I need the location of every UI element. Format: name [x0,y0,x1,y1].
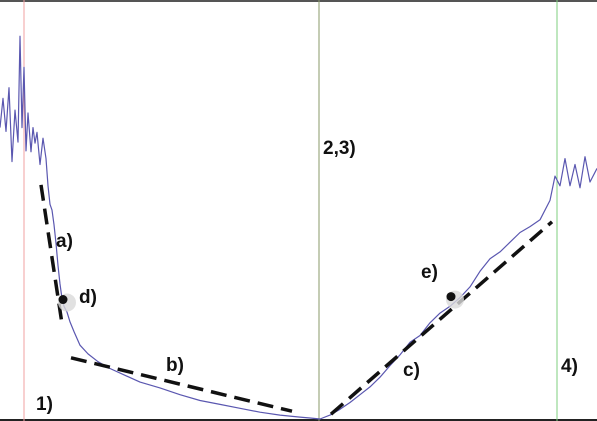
fit-line-label-b: b) [166,355,184,376]
point-marker-2 [446,292,456,302]
point-marker-1 [58,295,68,305]
signal-series-line [0,35,597,420]
point-label-d: d) [79,287,97,308]
marker-label-1: 1) [36,394,53,415]
fit-line-b [70,356,293,413]
marker-label-4: 4) [561,356,578,377]
fit-line-label-a: a) [56,231,73,252]
marker-label-2-3: 2,3) [323,138,356,159]
point-label-e: e) [421,262,438,283]
fit-line-label-c: c) [403,360,420,381]
fit-line-c [329,220,554,416]
